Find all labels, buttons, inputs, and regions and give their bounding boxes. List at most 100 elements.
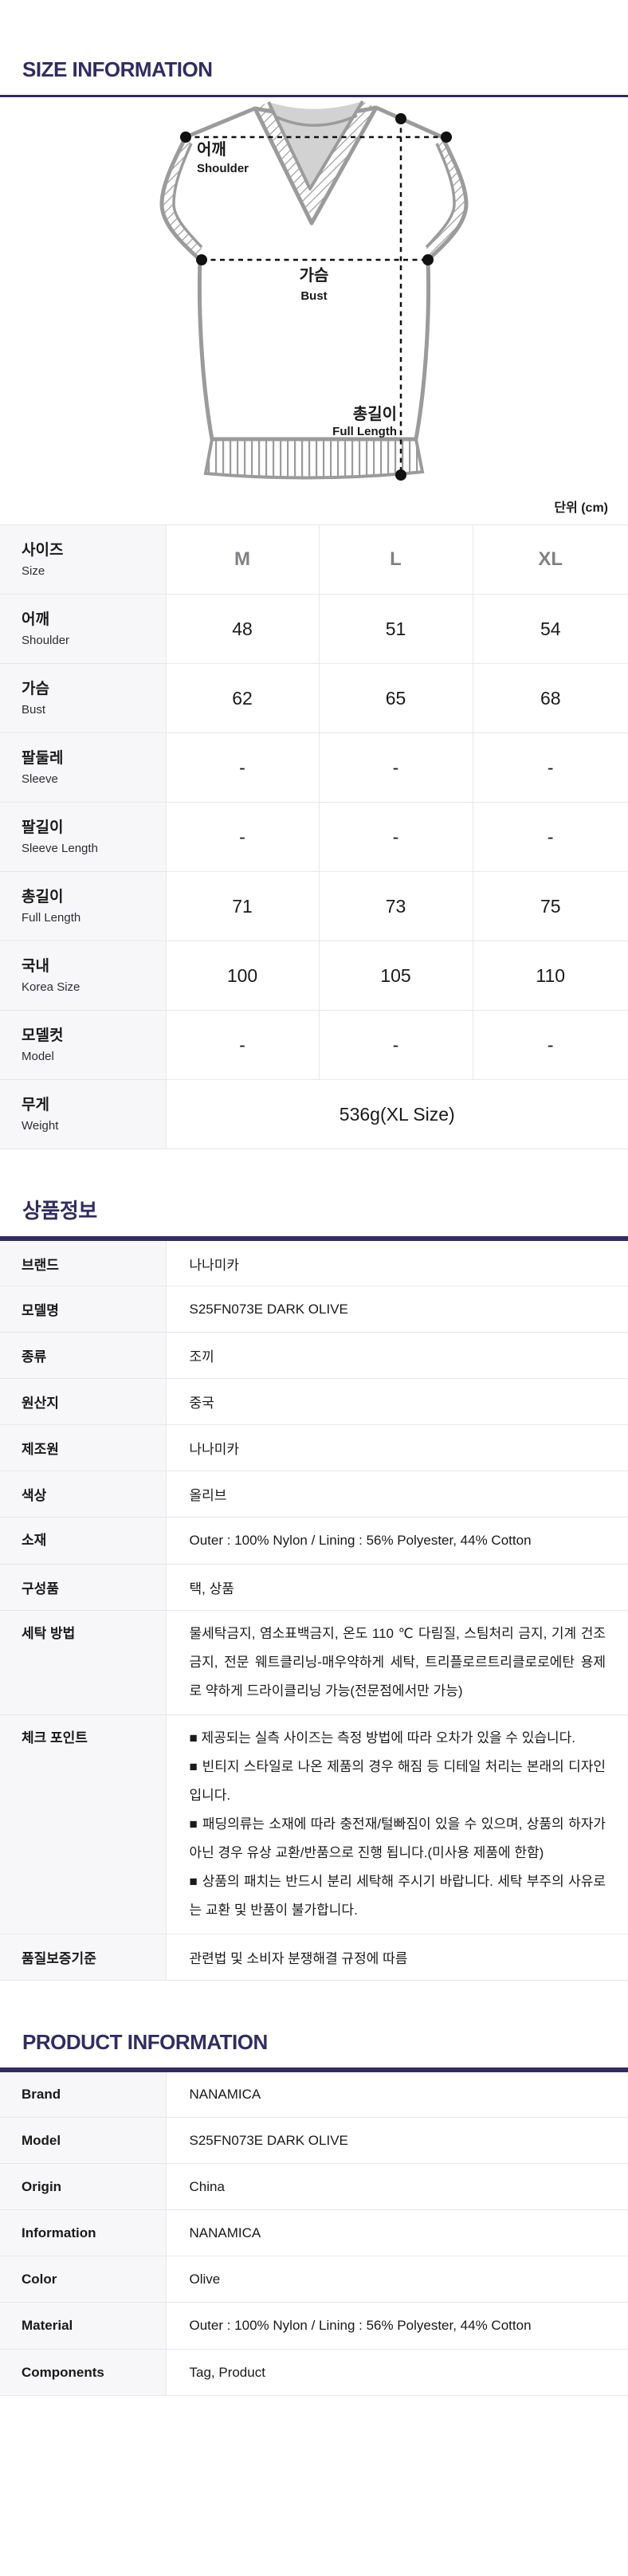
info-value: 조끼 <box>166 1332 628 1379</box>
cell-value: 68 <box>472 663 628 733</box>
cell-value: 75 <box>472 871 628 941</box>
cell-value: 100 <box>165 940 319 1011</box>
info-row: Origin China <box>0 2163 628 2210</box>
info-label: 세탁 방법 <box>0 1610 167 1715</box>
row-label: 무게 Weight <box>0 1079 166 1149</box>
info-label: Information <box>0 2209 167 2256</box>
info-label: 모델명 <box>0 1286 167 1333</box>
info-label: Origin <box>0 2163 167 2210</box>
info-label: 브랜드 <box>0 1239 167 1286</box>
cell-value: 71 <box>165 871 319 941</box>
cell-value: - <box>318 732 473 803</box>
product-info-en-table: Brand NANAMICA Model S25FN073E DARK OLIV… <box>0 2070 628 2396</box>
size-section-title: SIZE INFORMATION <box>22 57 213 81</box>
shoulder-label-kr: 어깨 <box>197 141 226 159</box>
row-label: 총길이 Full Length <box>0 871 166 941</box>
info-value: S25FN073E DARK OLIVE <box>166 2117 628 2164</box>
info-row: Material Outer : 100% Nylon / Lining : 5… <box>0 2302 628 2350</box>
info-row: 원산지 중국 <box>0 1378 628 1425</box>
full-length-label-en: Full Length <box>332 425 397 438</box>
info-label: Color <box>0 2256 167 2303</box>
info-value: Tag, Product <box>166 2349 628 2396</box>
size-table-row: 국내 Korea Size 100 105 110 <box>0 940 628 1011</box>
info-row: 색상 올리브 <box>0 1471 628 1518</box>
info-label: 종류 <box>0 1332 167 1379</box>
unit-note: 단위 (cm) <box>554 501 608 515</box>
size-col-m: M <box>165 524 319 595</box>
size-table: 사이즈 Size M L XL 어깨 Shoulder 48 51 54 가슴 … <box>0 524 628 1149</box>
cell-value: - <box>472 802 628 872</box>
info-row: 구성품 택, 상품 <box>0 1564 628 1611</box>
info-value: China <box>166 2163 628 2210</box>
section-divider <box>0 1236 628 1239</box>
size-table-row: 가슴 Bust 62 65 68 <box>0 663 628 733</box>
info-label: Model <box>0 2117 167 2164</box>
info-row: 소재 Outer : 100% Nylon / Lining : 56% Pol… <box>0 1517 628 1565</box>
cell-value: - <box>165 1010 319 1080</box>
info-label: 제조원 <box>0 1424 167 1471</box>
row-label: 팔둘레 Sleeve <box>0 732 166 803</box>
info-row: Information NANAMICA <box>0 2209 628 2256</box>
cell-value: 48 <box>165 594 319 664</box>
size-table-row: 팔길이 Sleeve Length - - - <box>0 802 628 872</box>
info-label: Material <box>0 2302 167 2350</box>
size-table-row: 모델컷 Model - - - <box>0 1010 628 1080</box>
cell-value: 51 <box>318 594 473 664</box>
vest-illustration <box>159 100 469 481</box>
product-kr-section-title: 상품정보 <box>22 1199 97 1223</box>
info-row: Components Tag, Product <box>0 2349 628 2396</box>
size-table-row: 사이즈 Size M L XL <box>0 524 628 595</box>
info-value: Outer : 100% Nylon / Lining : 56% Polyes… <box>166 2302 628 2350</box>
info-label: 소재 <box>0 1517 167 1565</box>
cell-value: - <box>472 1010 628 1080</box>
info-label: 원산지 <box>0 1378 167 1425</box>
info-label: 체크 포인트 <box>0 1714 167 1934</box>
info-label: Components <box>0 2349 167 2396</box>
info-value: 나나미카 <box>166 1424 628 1471</box>
info-row: Color Olive <box>0 2256 628 2303</box>
cell-value: - <box>318 1010 473 1080</box>
info-value: ■ 제공되는 실측 사이즈는 측정 방법에 따라 오차가 있을 수 있습니다. … <box>166 1714 628 1934</box>
shoulder-label-en: Shoulder <box>197 162 249 175</box>
info-value: S25FN073E DARK OLIVE <box>166 1286 628 1333</box>
info-row: 제조원 나나미카 <box>0 1424 628 1471</box>
cell-value: - <box>472 732 628 803</box>
vest-measurement-diagram: 어깨 Shoulder 가슴 Bust 총길이 Full Length <box>0 97 628 497</box>
info-row: 종류 조끼 <box>0 1332 628 1379</box>
row-label: 모델컷 Model <box>0 1010 166 1080</box>
info-row: 체크 포인트 ■ 제공되는 실측 사이즈는 측정 방법에 따라 오차가 있을 수… <box>0 1714 628 1934</box>
info-value: 물세탁금지, 염소표백금지, 온도 110 ℃ 다림질, 스팀처리 금지, 기계… <box>166 1610 628 1715</box>
cell-value: 54 <box>472 594 628 664</box>
info-value: 택, 상품 <box>166 1564 628 1611</box>
product-en-section-title: PRODUCT INFORMATION <box>22 2030 268 2054</box>
size-col-xl: XL <box>472 524 628 595</box>
info-label: Brand <box>0 2071 167 2118</box>
info-value: NANAMICA <box>166 2209 628 2256</box>
bust-label-kr: 가슴 <box>299 267 329 285</box>
info-value: Olive <box>166 2256 628 2303</box>
row-label: 가슴 Bust <box>0 663 166 733</box>
info-value: 관련법 및 소비자 분쟁해결 규정에 따름 <box>166 1934 628 1981</box>
info-row: 브랜드 나나미카 <box>0 1239 628 1286</box>
cell-value: 65 <box>318 663 473 733</box>
section-divider <box>0 95 628 97</box>
info-row: 세탁 방법 물세탁금지, 염소표백금지, 온도 110 ℃ 다림질, 스팀처리 … <box>0 1610 628 1715</box>
product-info-kr-table: 브랜드 나나미카 모델명 S25FN073E DARK OLIVE 종류 조끼 … <box>0 1239 628 1981</box>
info-label: 색상 <box>0 1471 167 1518</box>
size-table-row-weight: 무게 Weight 536g(XL Size) <box>0 1079 628 1149</box>
cell-value: 105 <box>318 940 473 1011</box>
info-row: Brand NANAMICA <box>0 2071 628 2118</box>
size-table-row: 팔둘레 Sleeve - - - <box>0 732 628 803</box>
cell-value: 62 <box>165 663 319 733</box>
info-value: 중국 <box>166 1378 628 1425</box>
weight-value: 536g(XL Size) <box>165 1079 628 1149</box>
info-value: Outer : 100% Nylon / Lining : 56% Polyes… <box>166 1517 628 1565</box>
row-label: 사이즈 Size <box>0 524 166 595</box>
info-label: 구성품 <box>0 1564 167 1611</box>
section-divider <box>0 2067 628 2070</box>
info-value: 올리브 <box>166 1471 628 1518</box>
info-row: Model S25FN073E DARK OLIVE <box>0 2117 628 2164</box>
info-row: 모델명 S25FN073E DARK OLIVE <box>0 1286 628 1333</box>
cell-value: - <box>318 802 473 872</box>
bust-label-en: Bust <box>300 289 328 303</box>
